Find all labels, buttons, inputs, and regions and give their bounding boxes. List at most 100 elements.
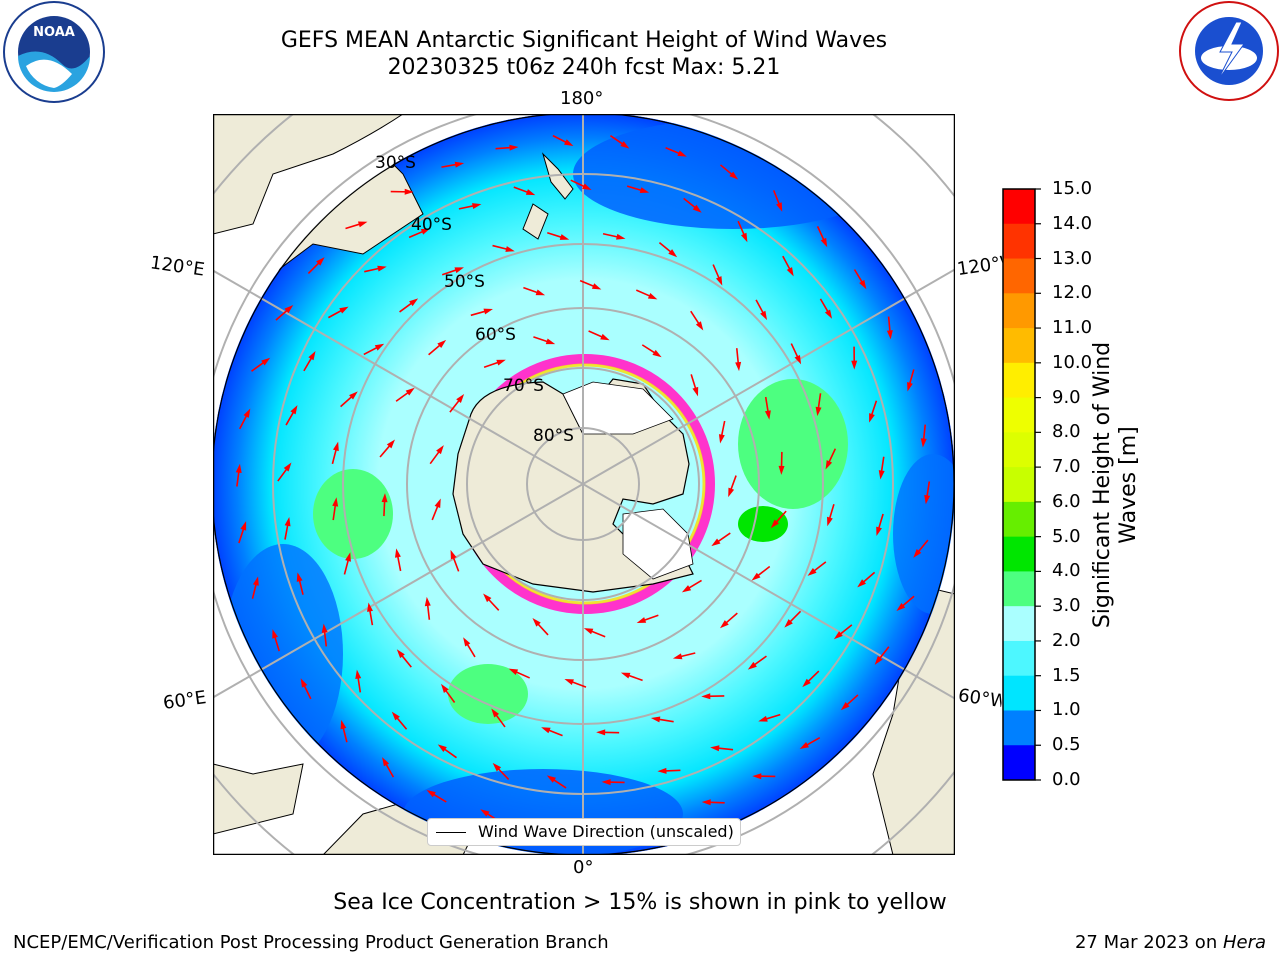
wave-arrow-head [616,233,626,240]
wave-arrow-head [382,757,390,767]
wave-arrow-head [802,678,811,688]
wave-arrow-head [546,775,557,783]
wave-arrow-head [261,357,271,366]
wave-arrow-head [820,237,828,248]
wave-arrow-head [886,330,893,340]
footer-host: Hera [1222,932,1266,953]
chart-title: GEFS MEAN Antarctic Significant Height o… [280,28,888,53]
wave-arrow-head [525,189,536,196]
wave-arrow-head [913,549,922,558]
wave-arrow-head [907,382,913,392]
lat-label-50s: 50°S [444,272,485,292]
wave-arrow-head [316,257,325,266]
wave-arrow-head [426,790,436,798]
wave-arrow-head [532,617,541,627]
wave-arrow-head [472,203,482,209]
wave-arrow-head [345,552,351,562]
colorbar-tick-label: 11.0 [1052,317,1093,339]
colorbar-band [1003,362,1035,399]
wave-arrow-head [728,487,735,498]
wave-arrow-head [441,683,449,693]
wave-arrow-head [735,361,742,372]
colorbar [1002,188,1041,781]
wave-arrow-head [677,150,687,157]
nws-logo-icon [1179,1,1279,101]
lat-label-30s: 30°S [375,153,416,173]
wave-arrow-head [770,519,780,529]
colorbar-tick-label: 0.0 [1052,769,1081,790]
wave-arrow-head [719,620,729,629]
wave-arrow-head [355,669,362,680]
wave-arrow-head [794,354,802,365]
lon-label-120e: 120°E [148,252,206,281]
wave-arrow-head [758,715,768,722]
wave-arrow-head [272,629,278,639]
colorbar-tick-label: 3.0 [1052,595,1081,617]
wave-arrow-head [483,308,493,315]
wave-arrow-head [776,202,783,212]
wave-arrow-head [639,187,650,193]
wave-arrow-head [711,538,721,547]
wave-arrow-head [695,321,704,331]
lat-label-60s: 60°S [475,325,516,345]
wave-arrow-head [876,526,882,537]
wave-arrow-head [799,741,810,750]
wave-arrow-head [434,498,441,509]
colorbar-band [1003,328,1035,364]
colorbar-label-line1: Significant Height of Wind [1090,341,1115,629]
wave-arrow-head [807,568,817,576]
colorbar-tick-label: 9.0 [1052,386,1081,408]
wave-arrow-head [374,343,385,351]
wave-arrow-head [778,465,785,475]
wave-arrow-head [701,799,711,806]
colorbar-band [1003,397,1035,433]
wave-arrow-head [339,306,349,314]
wave-arrow-head [505,246,515,252]
lat-label-40s: 40°S [411,215,452,235]
wave-arrow-head [496,359,506,366]
wave-arrow-head [509,144,519,151]
wave-arrow-head [859,279,867,290]
colorbar-band [1003,640,1035,677]
wave-arrow-head [391,711,400,721]
wave-arrow-head [784,619,793,628]
wave-arrow-head [827,516,833,527]
wave-arrow-head [243,408,251,418]
wave-arrow-head [437,339,447,349]
wave-arrow-head [483,593,492,603]
wave-arrow-head [851,360,858,370]
wave-arrow-head [681,585,692,593]
colorbar-band [1003,536,1035,572]
chart-subtitle: 20230325 t06z 240h fcst Max: 5.21 [387,55,781,80]
wave-arrow-head [751,572,761,581]
ice-shelf-weddell [622,508,694,580]
wave-arrow-head [896,602,906,612]
colorbar-tick-label: 1.0 [1052,699,1081,721]
wave-arrow-head [308,351,316,361]
wave-arrow-head [591,283,602,290]
colorbar-tick-label: 6.0 [1052,490,1081,512]
wave-arrow-head [601,779,611,786]
footer-date-text: 27 Mar 2023 on [1074,932,1223,953]
wave-arrow-head [620,141,630,149]
colorbar-label-line2: Waves [m] [1116,426,1141,544]
wave-arrow-head [508,668,519,676]
wave-arrow-head [636,617,647,623]
lon-label-60e: 60°E [161,687,208,714]
colorbar-tick-label: 4.0 [1052,560,1081,582]
wave-arrow-head [857,579,866,588]
land-australia-corner [213,114,404,235]
wave-arrow-head [545,338,556,345]
wave-arrow-head [404,188,414,195]
lat-label-70s: 70°S [503,376,544,396]
wave-arrow-head [747,661,757,670]
wave-arrow-head [825,460,833,470]
colorbar-tick-label: 0.5 [1052,734,1081,756]
wave-arrow-head [600,333,610,341]
wave-arrow-head [701,693,711,700]
sea-ice-note: Sea Ice Concentration > 15% is shown in … [333,890,947,915]
wave-arrow-head [559,234,570,240]
wave-height-map: 30°S 40°S 50°S 60°S 70°S 80°S [213,114,955,855]
colorbar-tick-label: 15.0 [1052,178,1093,199]
colorbar-band [1003,501,1035,538]
